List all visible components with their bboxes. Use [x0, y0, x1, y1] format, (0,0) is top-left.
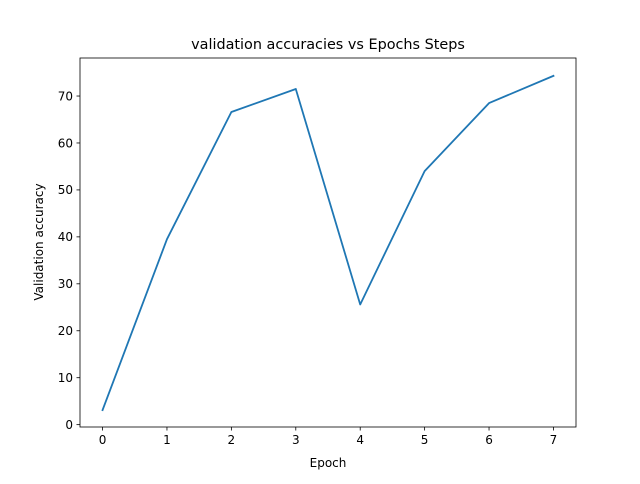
x-tick-label: 5 — [421, 433, 429, 447]
y-tick-label: 70 — [58, 89, 73, 103]
y-tick-label: 60 — [58, 136, 73, 150]
x-tick-label: 1 — [163, 433, 171, 447]
x-tick-label: 4 — [356, 433, 364, 447]
x-tick-label: 7 — [550, 433, 558, 447]
y-tick-label: 0 — [65, 418, 73, 432]
x-tick-label: 6 — [485, 433, 493, 447]
y-tick-label: 40 — [58, 230, 73, 244]
y-axis-label: Validation accuracy — [32, 183, 46, 300]
x-axis-label: Epoch — [310, 456, 347, 470]
x-tick-label: 2 — [228, 433, 236, 447]
y-tick-label: 10 — [58, 371, 73, 385]
y-tick-label: 20 — [58, 324, 73, 338]
y-tick-label: 50 — [58, 183, 73, 197]
y-tick-label: 30 — [58, 277, 73, 291]
x-tick-label: 0 — [99, 433, 107, 447]
x-tick-label: 3 — [292, 433, 300, 447]
chart-title: validation accuracies vs Epochs Steps — [191, 37, 465, 53]
